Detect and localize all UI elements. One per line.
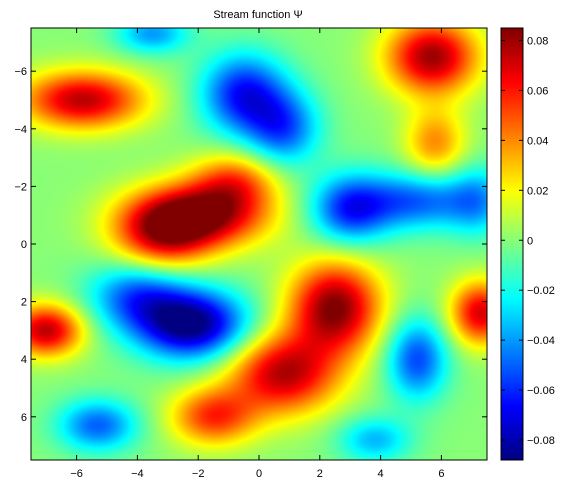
colorbar-tick-label: −0.08	[527, 435, 555, 447]
heatmap-frame	[31, 28, 487, 460]
y-tick-label: −4	[14, 124, 27, 136]
x-tick-label: 2	[317, 468, 323, 480]
colorbar-tick-label: −0.04	[527, 335, 555, 347]
colorbar-tick-label: 0.06	[527, 85, 548, 97]
x-tick-label: −2	[192, 468, 205, 480]
y-tick-label: 2	[21, 297, 27, 309]
x-tick-label: 0	[256, 468, 262, 480]
colorbar-tick-label: 0.04	[527, 135, 548, 147]
colorbar-frame	[501, 28, 523, 460]
y-axis: −6 −4 −2 0 2 4 6	[14, 66, 487, 424]
colorbar-tick-label: −0.06	[527, 385, 555, 397]
colorbar-tick-label: 0	[527, 235, 533, 247]
x-tick-label: 4	[378, 468, 384, 480]
colorbar-tick-label: 0.02	[527, 185, 548, 197]
y-tick-label: 0	[21, 239, 27, 251]
colorbar-tick-label: 0.08	[527, 35, 548, 47]
x-tick-label: 6	[438, 468, 444, 480]
colorbar-canvas	[501, 28, 523, 460]
y-tick-label: −2	[14, 181, 27, 193]
colorbar-tick-label: −0.02	[527, 285, 555, 297]
x-tick-label: −6	[70, 468, 83, 480]
x-axis: −6 −4 −2 0 2 4 6	[70, 28, 444, 480]
x-tick-label: −4	[131, 468, 144, 480]
chart-title: Stream function Ψ	[213, 9, 302, 21]
colorbar-border	[500, 27, 524, 461]
y-tick-label: 6	[21, 412, 27, 424]
heatmap-canvas	[31, 28, 487, 460]
y-tick-label: 4	[21, 354, 27, 366]
colorbar-axis: −0.08 −0.06 −0.04 −0.02 0 0.02 0.04 0.06 0.08	[501, 35, 555, 447]
y-tick-label: −6	[14, 66, 27, 78]
